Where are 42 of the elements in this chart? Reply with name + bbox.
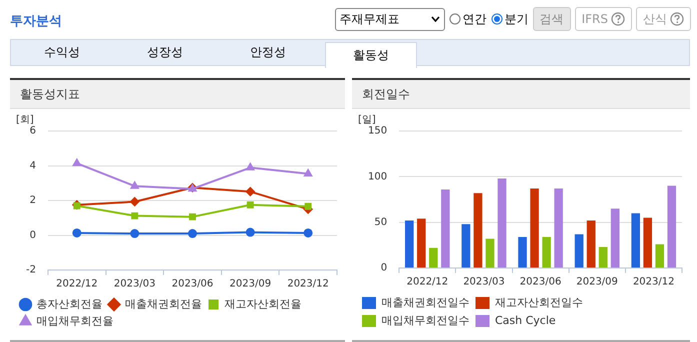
y-tick-label: 100 (368, 171, 388, 182)
text: 검색 (540, 10, 564, 28)
x-tick-label: 2023/09 (230, 278, 272, 290)
x-tick-label: 2023/03 (463, 276, 505, 288)
text: 성장성 (147, 44, 183, 61)
x-tick-label: 2023/06 (172, 278, 214, 290)
text: 안정성 (250, 44, 286, 61)
y-tick-label: 0 (380, 262, 388, 274)
legend-label: 매출채권회전일수 (382, 296, 470, 309)
y-tick-label: 50 (374, 216, 388, 228)
y-axis-title: [일] (358, 114, 376, 126)
y-tick-label: 2 (30, 195, 36, 206)
legend-label: 매입채무회전일수 (382, 314, 470, 327)
text: 투자분석 (10, 13, 62, 30)
x-tick-label: 2022/12 (406, 276, 448, 288)
y-tick-label: 4 (30, 160, 36, 172)
legend-label: 재고자산회전일수 (495, 296, 583, 309)
x-tick-label: 2023/09 (576, 276, 618, 288)
text: IFRS (582, 12, 608, 26)
legend-label: 재고자산회전율 (224, 297, 302, 310)
x-tick-label: 2023/12 (287, 278, 329, 290)
legend-label: 총자산회전율 (36, 297, 102, 310)
chart-title: 회전일수 (352, 80, 690, 109)
text: 수익성 (44, 44, 80, 61)
legend-label: Cash Cycle (495, 314, 556, 327)
text: 분기 (504, 10, 529, 28)
legend-label: 매입채무회전율 (36, 314, 114, 328)
x-tick-label: 2023/03 (114, 278, 156, 290)
chart-title: 활동성지표 (10, 80, 345, 109)
x-tick-label: 2022/12 (56, 278, 98, 290)
x-tick-label: 2023/06 (520, 276, 562, 288)
text: 연간 (462, 10, 487, 28)
y-axis-title: [회] (16, 114, 34, 126)
y-tick-label: 0 (30, 230, 36, 241)
text: 산식 (643, 10, 667, 28)
text: 주재무제표 (340, 10, 400, 28)
y-tick-label: -2 (26, 264, 36, 276)
text: 활동성 (353, 47, 389, 64)
y-tick-label: 6 (30, 126, 36, 137)
y-tick-label: 150 (368, 126, 388, 137)
x-tick-label: 2023/12 (632, 276, 674, 288)
legend-label: 매출채권회전율 (125, 297, 202, 310)
